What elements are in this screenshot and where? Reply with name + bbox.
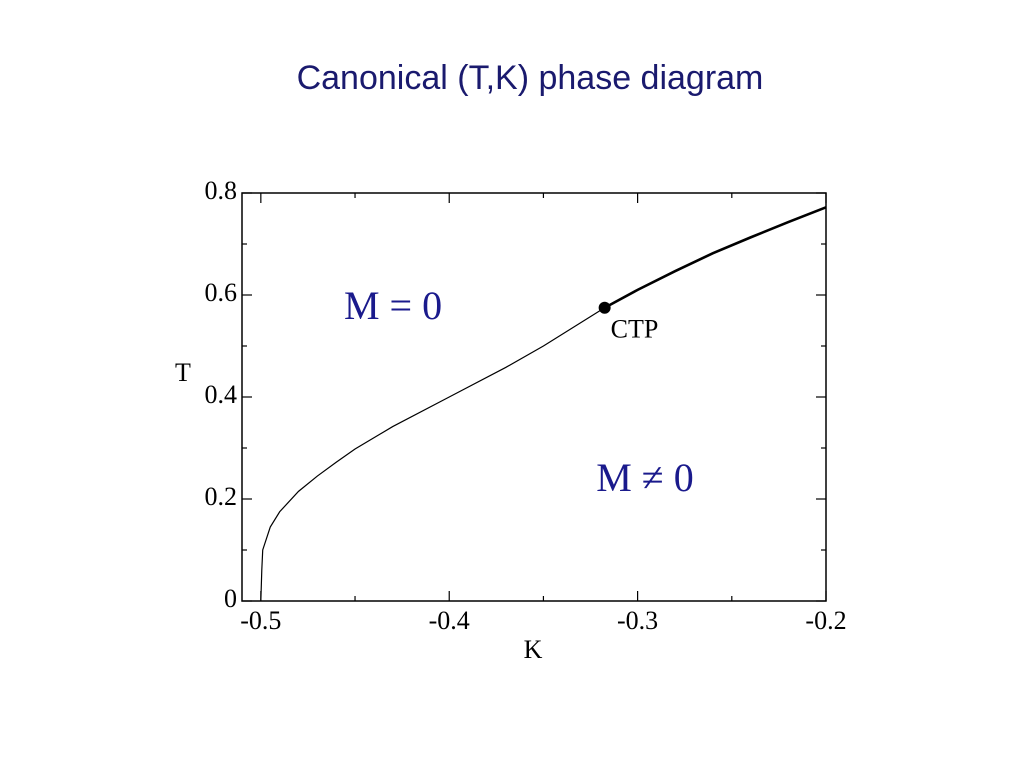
phase-line: [260, 307, 605, 602]
plot-frame: [241, 192, 827, 602]
region-label: M = 0: [344, 283, 442, 328]
ctp-point: [598, 301, 611, 314]
y-tick-label: 0.8: [205, 176, 238, 205]
x-tick-label: -0.5: [240, 606, 281, 635]
x-tick-label: -0.4: [429, 606, 470, 635]
region-label: M ≠ 0: [596, 455, 694, 500]
ctp-label: CTP: [611, 315, 659, 344]
x-axis-label: K: [524, 635, 543, 664]
phase-line: [604, 206, 827, 309]
y-axis-label: T: [175, 358, 191, 387]
y-tick-label: 0.2: [205, 482, 238, 511]
chart-title: Canonical (T,K) phase diagram: [297, 59, 764, 97]
x-tick-label: -0.3: [617, 606, 658, 635]
x-tick-label: -0.2: [805, 606, 846, 635]
y-tick-label: 0.6: [205, 278, 238, 307]
y-tick-label: 0: [224, 584, 237, 613]
y-tick-label: 0.4: [205, 380, 238, 409]
